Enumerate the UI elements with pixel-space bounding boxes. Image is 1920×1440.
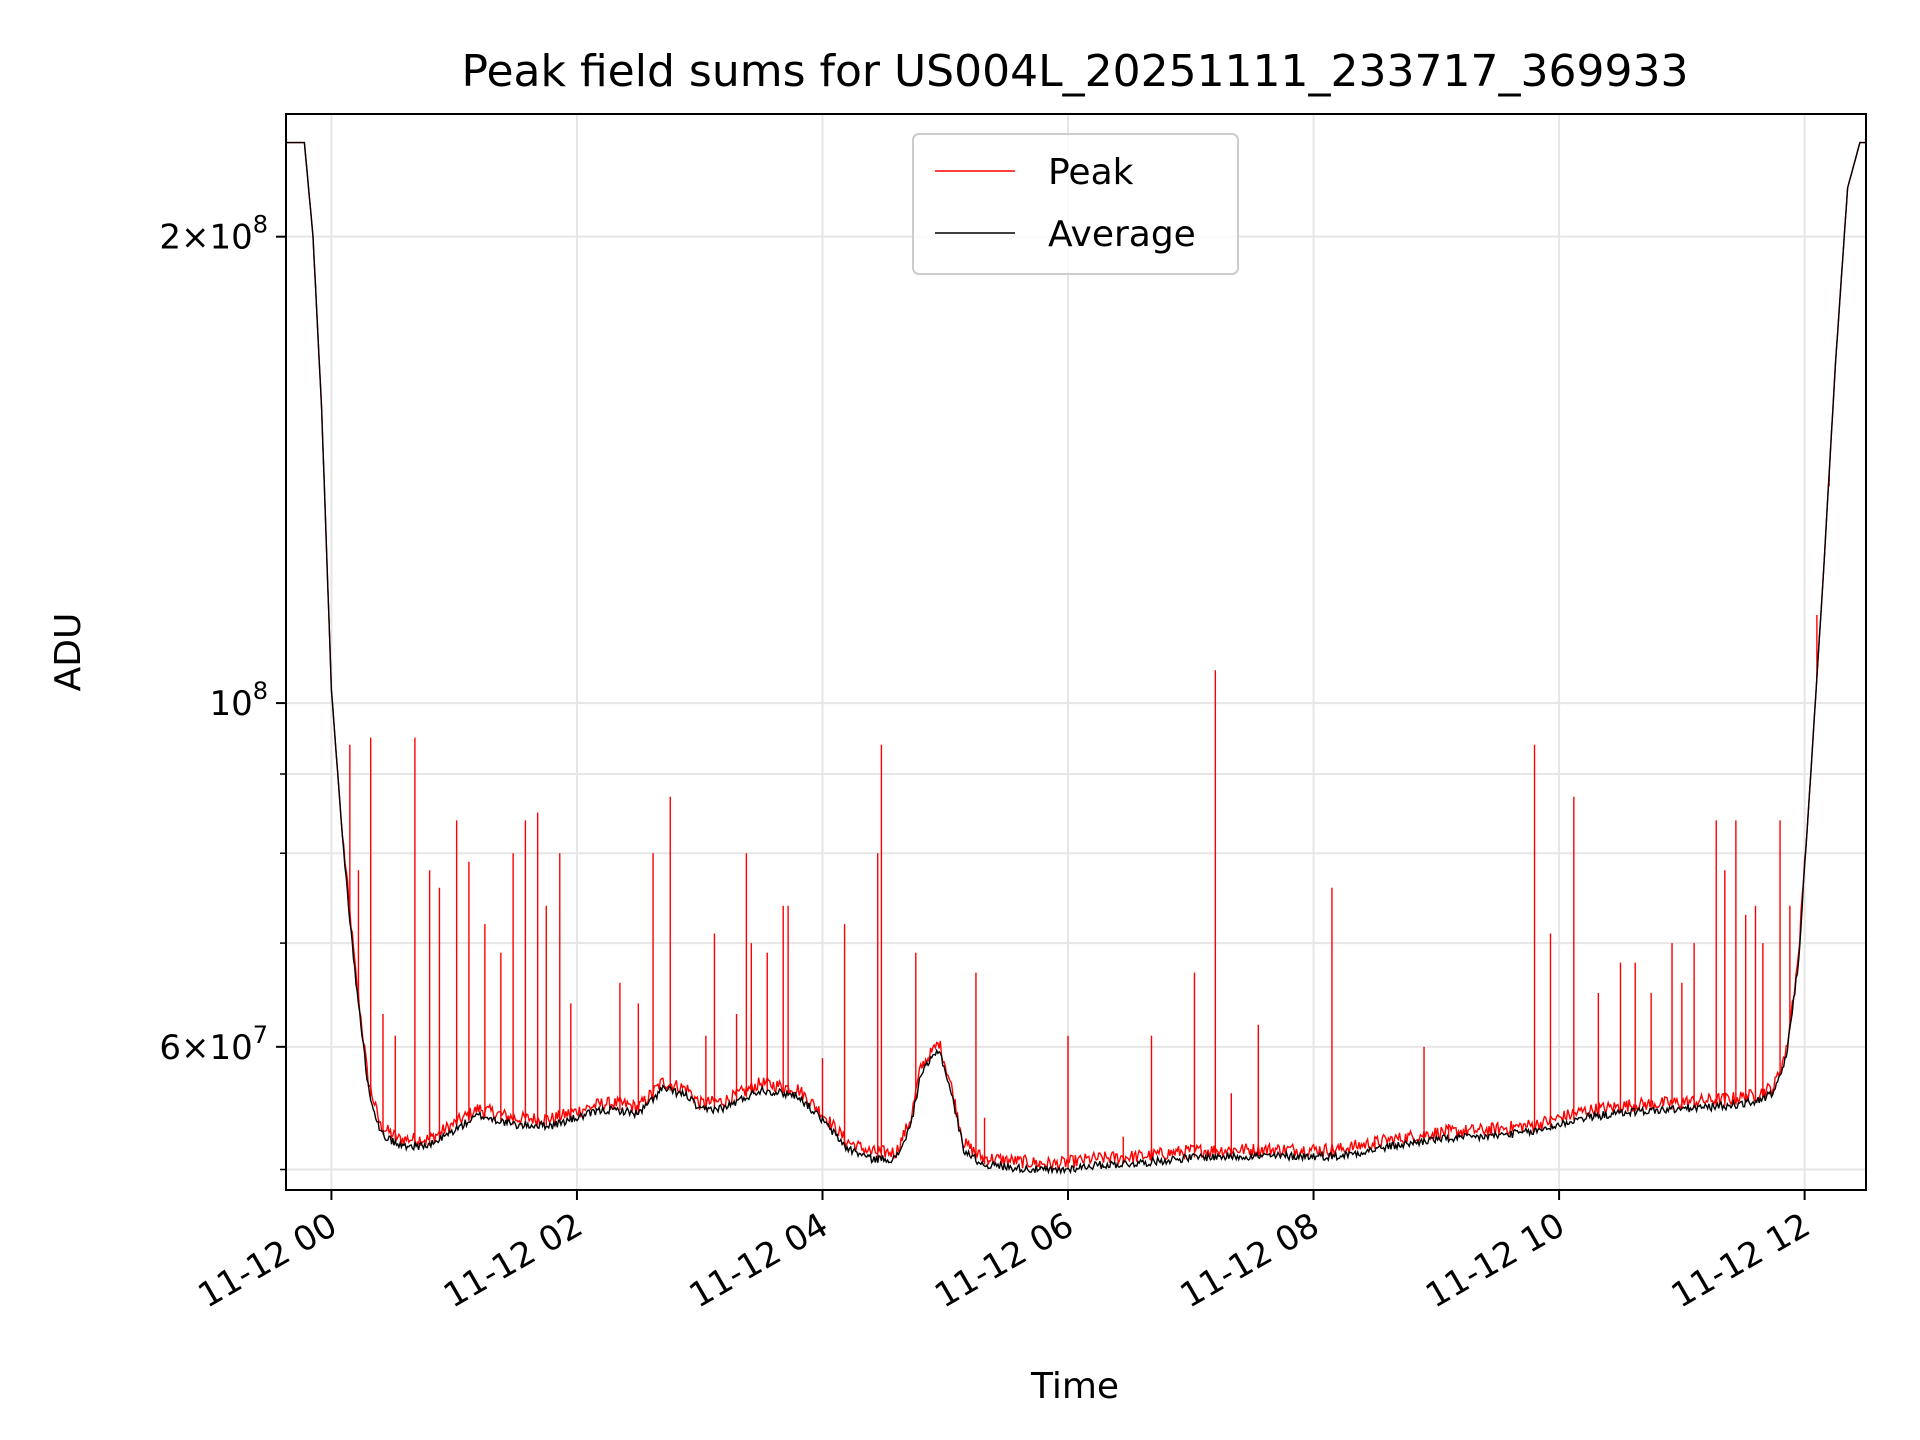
y-axis-label: ADU — [48, 613, 89, 692]
y-axis: 6×107 108 2×108 — [159, 211, 286, 1171]
plot-area-frame — [285, 113, 1867, 1191]
legend-average-label: Average — [1048, 214, 1196, 255]
x-axis-label: Time — [1030, 1366, 1119, 1407]
chart-title: Peak field sums for US004L_20251111_2337… — [462, 46, 1689, 97]
legend-box — [912, 133, 1239, 275]
y-tick-label: 6×107 — [159, 1021, 268, 1068]
series-lines — [286, 141, 1866, 1176]
legend-peak-label: Peak — [1048, 152, 1134, 193]
average-series-line — [286, 141, 1866, 1176]
peak-series-line — [286, 141, 1866, 1172]
y-tick-label: 2×108 — [159, 211, 268, 258]
legend: Peak Average — [912, 133, 1239, 275]
y-tick-label: 108 — [209, 677, 268, 724]
